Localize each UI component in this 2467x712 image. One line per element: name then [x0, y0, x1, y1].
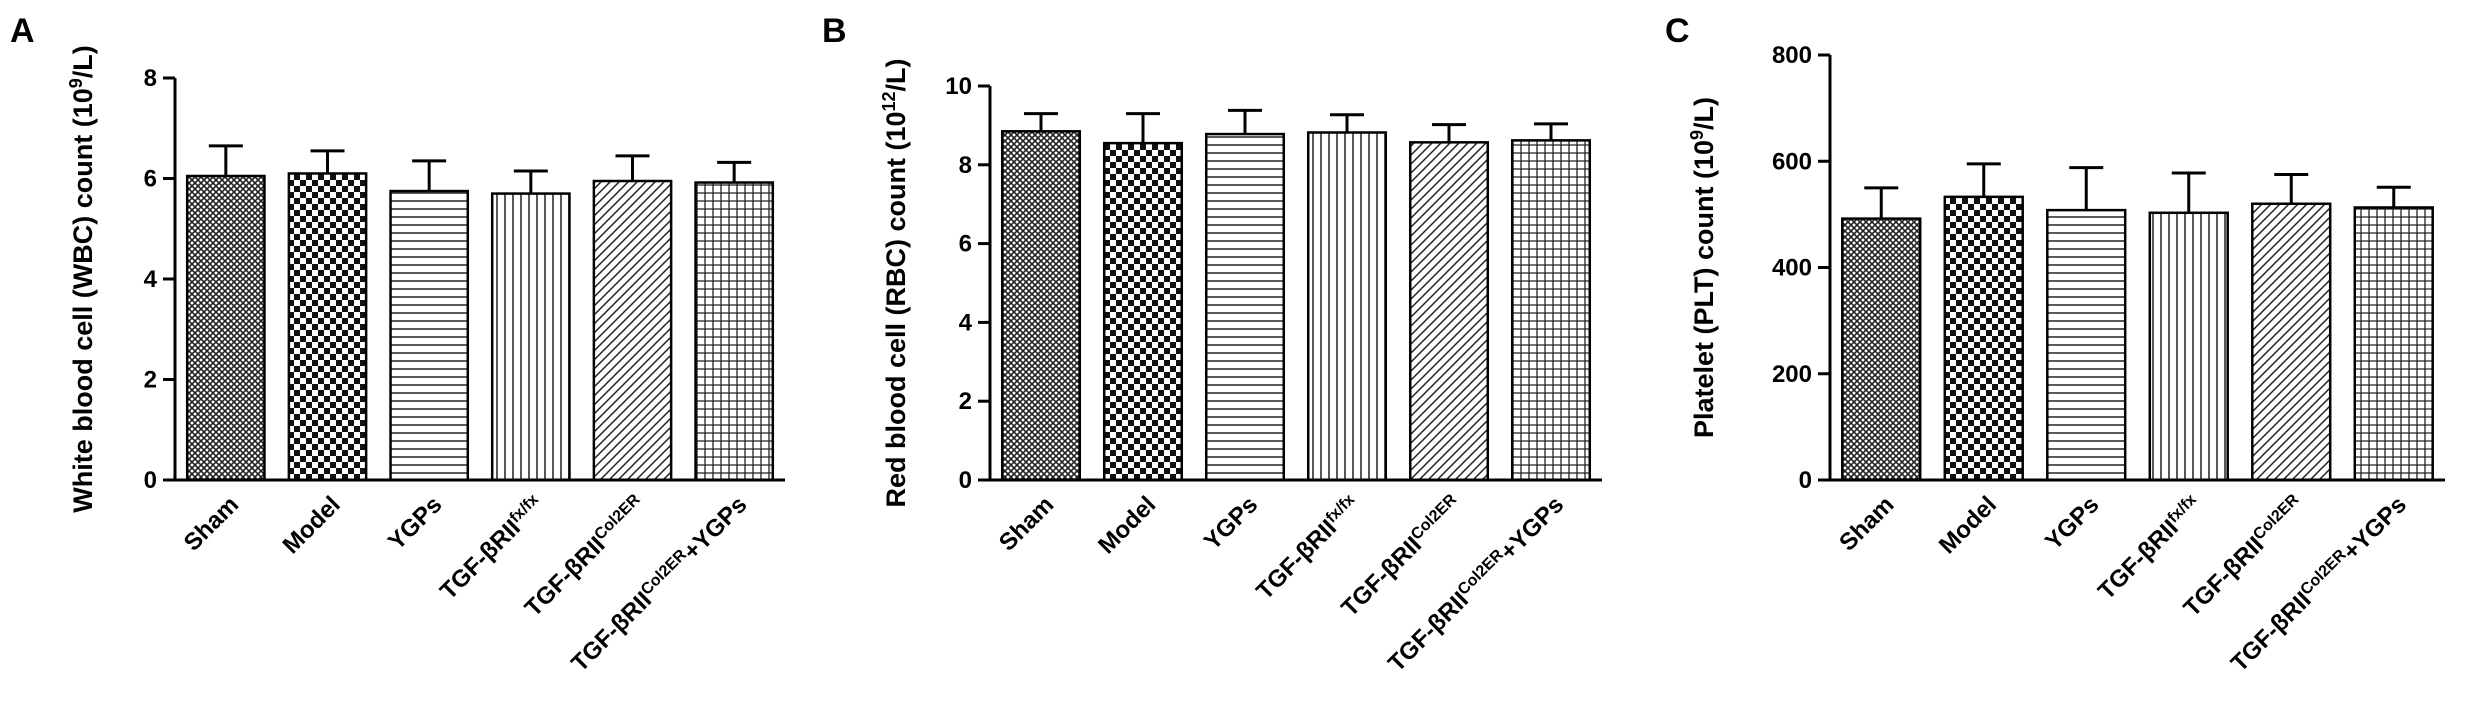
bar — [2148, 211, 2229, 482]
y-axis-label: Platelet (PLT) count (109/L) — [1687, 97, 1719, 438]
bar — [389, 189, 470, 482]
y-tick-label: 2 — [144, 367, 157, 394]
plot-area: 0 2 4 6 8 White blood cell (WBC) count (109/L… — [66, 45, 785, 677]
x-tick-label: TGF-βRIICol2ER+YGPs — [2225, 491, 2411, 677]
y-tick-label: 6 — [144, 166, 157, 193]
bar — [287, 172, 368, 482]
panel-label: C — [1665, 12, 1690, 50]
panel-label: A — [10, 12, 35, 50]
bar — [2353, 206, 2434, 482]
panel-c: C 0 200 400 600 800 Platelet (PLT) count (109… — [1665, 12, 2445, 677]
y-tick-label: 200 — [1772, 361, 1812, 388]
y-axis-label: White blood cell (WBC) count (109/L) — [66, 45, 98, 513]
x-tick-label: YGPs — [1199, 491, 1263, 555]
x-tick-label: Model — [1934, 491, 2002, 559]
y-tick-label: 400 — [1772, 255, 1812, 282]
bar — [2251, 202, 2332, 482]
x-tick-label: YGPs — [2040, 491, 2104, 555]
bar — [1510, 139, 1592, 482]
y-tick-label: 0 — [959, 467, 972, 494]
x-tick-label: Sham — [1834, 491, 1899, 556]
x-tick-label: Model — [278, 491, 346, 559]
bar — [592, 179, 673, 482]
x-tick-label: TGF-βRIIfx/fx — [435, 491, 549, 605]
y-tick-label: 800 — [1772, 42, 1812, 69]
bar — [1408, 141, 1490, 482]
bar — [490, 192, 571, 482]
x-tick-label: Sham — [994, 491, 1059, 556]
y-tick-label: 0 — [144, 467, 157, 494]
plot-area: 0 2 4 6 8 10 Red blood cell (RBC) count (1012/… — [879, 58, 1602, 677]
x-tick-label: Sham — [179, 491, 244, 556]
bar — [1306, 131, 1388, 482]
x-tick-label: TGF-βRIIfx/fx — [2093, 491, 2207, 605]
bar — [694, 181, 775, 482]
bar — [185, 174, 266, 482]
y-axis-label: Red blood cell (RBC) count (1012/L) — [879, 58, 911, 507]
y-tick-label: 0 — [1799, 467, 1812, 494]
y-tick-label: 8 — [144, 65, 157, 92]
x-tick-label: YGPs — [383, 491, 447, 555]
panel-a: A 0 2 4 6 8 White blood cell (WBC) count (109… — [10, 12, 785, 677]
x-tick-label: Model — [1093, 491, 1161, 559]
y-tick-label: 8 — [959, 152, 972, 179]
y-tick-label: 600 — [1772, 148, 1812, 175]
bar — [1102, 141, 1184, 482]
x-tick-label: TGF-βRIICol2ER+YGPs — [1383, 491, 1569, 677]
bar — [1204, 132, 1286, 482]
plot-area: 0 200 400 600 800 Platelet (PLT) count (109/L… — [1687, 42, 2445, 677]
y-tick-label: 6 — [959, 231, 972, 258]
bar — [2046, 208, 2127, 482]
panel-label: B — [822, 12, 847, 50]
y-tick-label: 10 — [945, 73, 972, 100]
y-tick-label: 2 — [959, 388, 972, 415]
bar — [1943, 195, 2024, 482]
bar — [1841, 217, 1922, 482]
y-tick-label: 4 — [144, 266, 158, 293]
panel-b: B 0 2 4 6 8 10 Red blood cell (RBC) count (101… — [822, 12, 1602, 677]
bar — [1000, 130, 1082, 482]
x-tick-label: TGF-βRIIfx/fx — [1251, 491, 1365, 605]
x-tick-label: TGF-βRIICol2ER+YGPs — [566, 491, 752, 677]
y-tick-label: 4 — [959, 309, 973, 336]
